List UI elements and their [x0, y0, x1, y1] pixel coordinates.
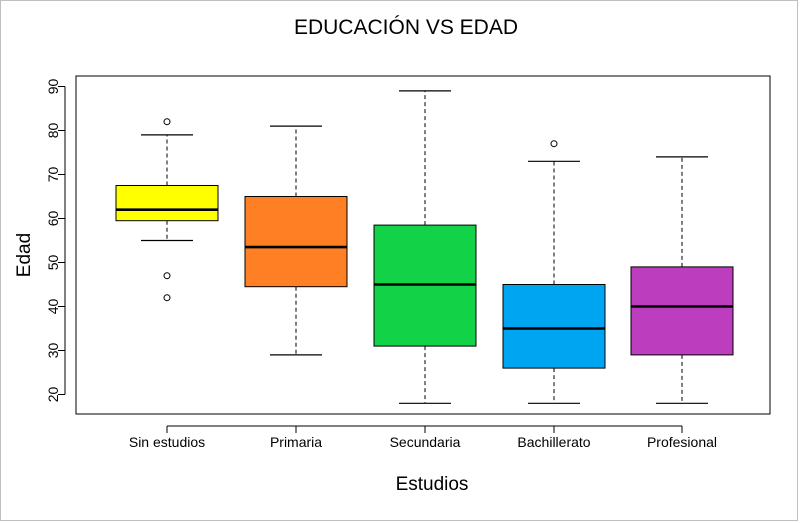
y-tick-label: 40: [45, 299, 61, 315]
iqr-box: [115, 185, 219, 222]
x-tick-label: Profesional: [647, 434, 717, 450]
y-axis-label: Edad: [14, 233, 35, 277]
iqr-box: [630, 266, 734, 356]
outlier-point: [163, 272, 171, 280]
y-tick-label: 50: [45, 255, 61, 271]
chart-title: EDUCACIÓN VS EDAD: [294, 16, 518, 39]
plot-area-border: [75, 75, 771, 415]
x-tick-label: Bachillerato: [517, 434, 590, 450]
x-tick-label: Secundaria: [390, 434, 461, 450]
y-tick-label: 20: [45, 387, 61, 403]
box-bachillerato: [502, 140, 606, 404]
box-secundaria: [373, 90, 477, 404]
x-axis-label: Estudios: [396, 474, 469, 495]
x-tick-label: Sin estudios: [129, 434, 205, 450]
box-sin-estudios: [115, 118, 219, 302]
box-profesional: [630, 156, 734, 404]
y-tick-label: 30: [45, 343, 61, 359]
iqr-box: [502, 284, 606, 369]
x-axis: Sin estudios Primaria Secundaria Bachillera…: [129, 425, 717, 450]
outlier-point: [163, 118, 171, 126]
boxes-group: [115, 90, 734, 404]
y-axis: 20 30 40 50 60 70 80 90: [45, 79, 66, 403]
y-tick-label: 60: [45, 211, 61, 227]
y-tick-label: 80: [45, 123, 61, 139]
outlier-point: [163, 294, 171, 302]
outlier-point: [550, 140, 558, 148]
y-tick-label: 90: [45, 79, 61, 95]
iqr-box: [244, 196, 348, 288]
y-tick-label: 70: [45, 167, 61, 183]
box-primaria: [244, 125, 348, 356]
x-tick-label: Primaria: [270, 434, 322, 450]
